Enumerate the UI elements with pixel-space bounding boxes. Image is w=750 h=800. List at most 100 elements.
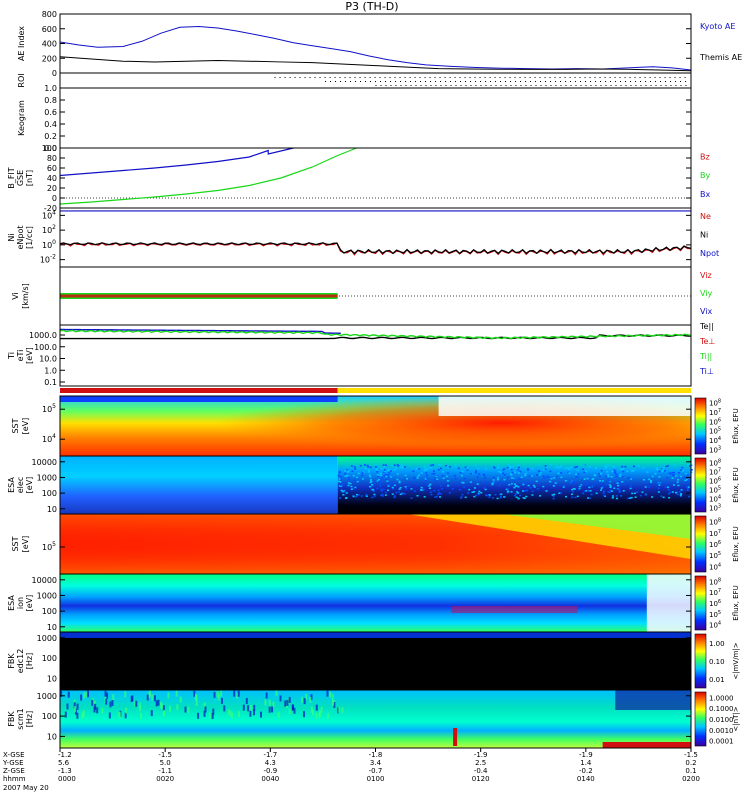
esa-e-speckle — [582, 492, 585, 495]
y-tick-label: 1.0 — [44, 366, 57, 375]
esa-e-speckle — [666, 465, 669, 467]
fbk2-speckle — [320, 706, 323, 713]
fbk2-speckle — [217, 691, 220, 698]
roi-dot — [299, 77, 301, 78]
esa-e-speckle — [616, 480, 619, 483]
roi-dot — [555, 85, 557, 86]
fbk2-speckle — [231, 712, 234, 719]
colorbar-label: <|nT|> — [732, 706, 740, 731]
roi-dot — [319, 77, 321, 78]
esa-electron-spectrogram-colorbar — [694, 457, 707, 513]
roi-dot — [615, 81, 617, 82]
roi-dot — [660, 81, 662, 82]
roi-dot — [440, 85, 442, 86]
esa-e-speckle — [666, 486, 669, 489]
esa-e-speckle — [474, 464, 477, 466]
esa-e-speckle — [522, 483, 525, 486]
esa-e-speckle — [615, 495, 618, 497]
esa-e-speckle — [658, 484, 661, 486]
esa-e-speckle — [476, 476, 479, 478]
esa-e-speckle — [626, 470, 629, 473]
esa-e-speckle — [583, 478, 586, 480]
y-tick-label: 80 — [47, 154, 57, 163]
esa-e-speckle — [475, 471, 478, 474]
roi-dot — [460, 81, 462, 82]
roi-dot — [509, 77, 511, 78]
roi-dot — [390, 85, 392, 86]
esa-e-speckle — [567, 471, 570, 474]
esa-e-speckle — [344, 472, 347, 475]
esa-e-speckle — [393, 464, 396, 467]
roi-dot — [355, 81, 357, 82]
esa-e-speckle — [478, 490, 481, 493]
y-tick-label: 800 — [42, 10, 57, 19]
esa-e-speckle — [371, 485, 374, 488]
esa-e-speckle — [415, 468, 418, 470]
esa-e-speckle — [341, 483, 344, 486]
ti-parallel-series — [59, 329, 692, 340]
esa-e-speckle — [631, 470, 634, 472]
roi-dot — [335, 81, 337, 82]
esa-e-speckle — [350, 488, 353, 490]
esa-e-speckle — [662, 496, 665, 499]
fbk2-speckle — [125, 707, 128, 714]
esa-e-speckle — [375, 468, 378, 470]
esa-e-speckle — [514, 483, 517, 485]
esa-e-speckle — [432, 470, 435, 472]
esa-e-speckle — [552, 485, 555, 487]
esa-e-speckle — [352, 494, 355, 497]
esa-e-speckle — [353, 466, 356, 468]
esa-e-speckle — [621, 465, 624, 468]
esa-e-speckle — [503, 478, 506, 481]
roi-dot — [480, 81, 482, 82]
esa-e-speckle — [425, 474, 428, 477]
fbk2-speckle — [64, 711, 67, 718]
roi-dot — [639, 77, 641, 78]
esa-electron-spectrogram-ylabel: ESA — [7, 477, 16, 493]
roi-dot — [325, 81, 327, 82]
fbk-edc12-spectrogram-colorbar — [694, 633, 707, 689]
esa-e-speckle — [416, 494, 419, 497]
esa-e-speckle — [512, 483, 515, 486]
roi-dot — [430, 85, 432, 86]
roi-dot — [395, 81, 397, 82]
fbk2-speckle — [268, 706, 271, 713]
esa-e-speckle — [369, 485, 372, 488]
b-fit-panel-legend-item: Bx — [700, 190, 710, 199]
roi-dot — [445, 85, 447, 86]
esa-e-speckle — [422, 488, 425, 491]
esa-e-speckle — [642, 466, 645, 469]
esa-e-speckle — [522, 490, 525, 492]
esa-e-speckle — [510, 466, 513, 468]
esa-e-speckle — [525, 495, 528, 498]
te-parallel-series — [60, 334, 692, 340]
esa-e-speckle — [571, 496, 574, 499]
roi-dot — [459, 77, 461, 78]
roi-dot — [394, 77, 396, 78]
esa-e-speckle — [600, 469, 603, 472]
esa-e-speckle — [440, 485, 443, 487]
esa-e-speckle — [464, 496, 467, 499]
esa-e-speckle — [416, 477, 419, 479]
fbk2-speckle — [83, 692, 86, 699]
y-tick-label: 400 — [42, 40, 57, 49]
esa-e-speckle — [382, 465, 385, 468]
fbk2-speckle — [150, 710, 153, 717]
fbk2-speckle — [93, 700, 96, 707]
esa-e-speckle — [381, 493, 384, 496]
esa-e-speckle — [508, 466, 511, 468]
esa-e-speckle — [428, 487, 431, 489]
roi-dot — [350, 81, 352, 82]
roi-dot — [630, 81, 632, 82]
x-tick-label: 5.6 — [58, 759, 70, 767]
esa-e-speckle — [589, 490, 592, 492]
esa-e-speckle — [617, 484, 620, 487]
esa-e-speckle — [338, 485, 341, 487]
esa-e-speckle — [365, 493, 368, 496]
roi-dot — [340, 81, 342, 82]
esa-e-speckle — [522, 497, 525, 499]
esa-e-speckle — [349, 482, 352, 485]
esa-e-speckle — [612, 465, 615, 467]
colorbar-tick-label: 104 — [709, 562, 721, 571]
